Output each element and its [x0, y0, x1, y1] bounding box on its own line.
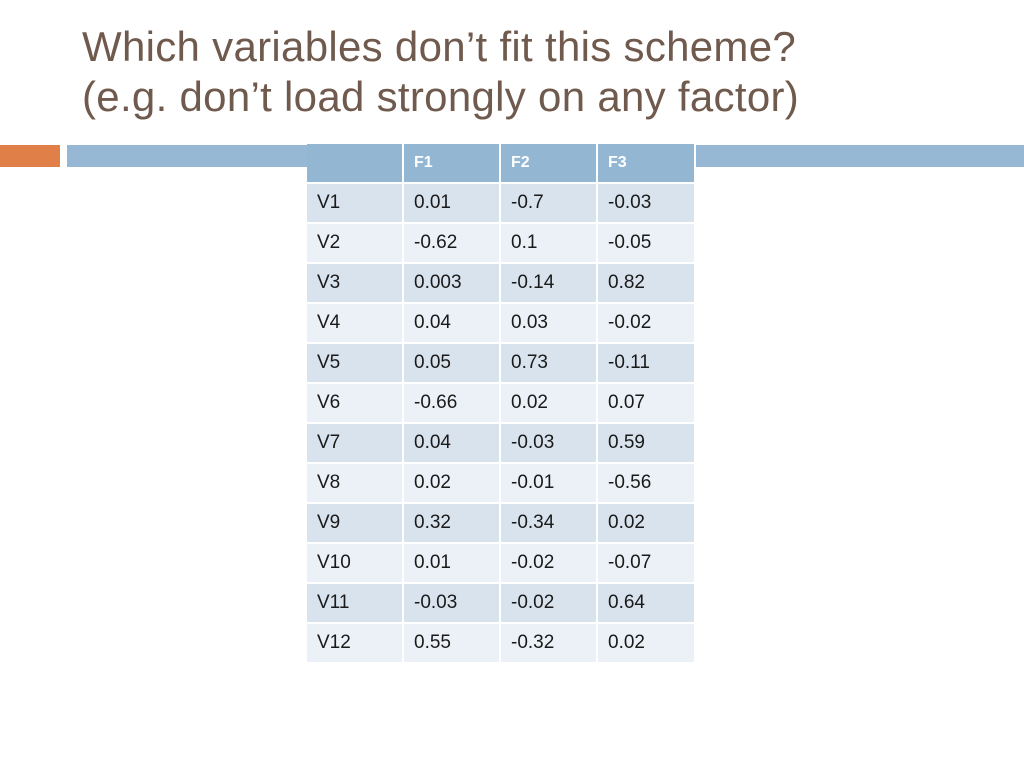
table-cell-variable: V11 — [307, 584, 404, 624]
header-cell-f3: F3 — [598, 144, 696, 184]
table-cell-f3: 0.07 — [598, 384, 696, 424]
table-cell-variable: V7 — [307, 424, 404, 464]
header-cell-blank — [307, 144, 404, 184]
table-cell-f3: 0.59 — [598, 424, 696, 464]
table-cell-f2: -0.01 — [501, 464, 598, 504]
table-cell-f2: 0.02 — [501, 384, 598, 424]
table-cell-f2: 0.73 — [501, 344, 598, 384]
table-row: V11 -0.03 -0.02 0.64 — [307, 584, 696, 624]
table-body: V1 0.01 -0.7 -0.03 V2 -0.62 0.1 -0.05 V3 0.003 -0.… — [307, 184, 696, 664]
table-row: V10 0.01 -0.02 -0.07 — [307, 544, 696, 584]
table-cell-f2: -0.03 — [501, 424, 598, 464]
table-cell-f2: -0.32 — [501, 624, 598, 664]
table-cell-f3: 0.02 — [598, 504, 696, 544]
header-cell-f1: F1 — [404, 144, 501, 184]
table-cell-f1: 0.01 — [404, 184, 501, 224]
table-cell-f3: 0.64 — [598, 584, 696, 624]
accent-bar-orange — [0, 145, 60, 167]
slide-title: Which variables don’t fit this scheme? (… — [82, 22, 1002, 122]
table-cell-f1: 0.32 — [404, 504, 501, 544]
table-cell-f1: -0.62 — [404, 224, 501, 264]
table-cell-f1: 0.05 — [404, 344, 501, 384]
table-cell-f3: -0.07 — [598, 544, 696, 584]
table-cell-f3: 0.02 — [598, 624, 696, 664]
table-cell-f3: 0.82 — [598, 264, 696, 304]
table-cell-variable: V12 — [307, 624, 404, 664]
table-cell-f2: -0.02 — [501, 584, 598, 624]
table-header-row: F1 F2 F3 — [307, 144, 696, 184]
table-cell-variable: V8 — [307, 464, 404, 504]
table-row: V8 0.02 -0.01 -0.56 — [307, 464, 696, 504]
table-row: V2 -0.62 0.1 -0.05 — [307, 224, 696, 264]
table-row: V4 0.04 0.03 -0.02 — [307, 304, 696, 344]
table-cell-f3: -0.11 — [598, 344, 696, 384]
title-line-2: (e.g. don’t load strongly on any factor) — [82, 73, 800, 120]
table-cell-f2: 0.1 — [501, 224, 598, 264]
table-cell-variable: V9 — [307, 504, 404, 544]
table-cell-f1: 0.02 — [404, 464, 501, 504]
table-row: V5 0.05 0.73 -0.11 — [307, 344, 696, 384]
table-row: V12 0.55 -0.32 0.02 — [307, 624, 696, 664]
table-cell-variable: V4 — [307, 304, 404, 344]
table-cell-f3: -0.03 — [598, 184, 696, 224]
table-cell-f2: -0.14 — [501, 264, 598, 304]
header-cell-f2: F2 — [501, 144, 598, 184]
table-cell-f1: 0.55 — [404, 624, 501, 664]
table-cell-f3: -0.05 — [598, 224, 696, 264]
table-row: V7 0.04 -0.03 0.59 — [307, 424, 696, 464]
table-cell-variable: V5 — [307, 344, 404, 384]
table-cell-f1: 0.01 — [404, 544, 501, 584]
table-cell-variable: V3 — [307, 264, 404, 304]
table-cell-f2: -0.34 — [501, 504, 598, 544]
table-cell-variable: V10 — [307, 544, 404, 584]
table-cell-variable: V2 — [307, 224, 404, 264]
table-row: V3 0.003 -0.14 0.82 — [307, 264, 696, 304]
table-cell-variable: V6 — [307, 384, 404, 424]
table-cell-f2: -0.7 — [501, 184, 598, 224]
table-cell-f2: -0.02 — [501, 544, 598, 584]
table-cell-f3: -0.56 — [598, 464, 696, 504]
table-cell-f1: 0.04 — [404, 304, 501, 344]
table-row: V9 0.32 -0.34 0.02 — [307, 504, 696, 544]
table-cell-variable: V1 — [307, 184, 404, 224]
table-cell-f3: -0.02 — [598, 304, 696, 344]
table-row: V1 0.01 -0.7 -0.03 — [307, 184, 696, 224]
table-cell-f1: -0.03 — [404, 584, 501, 624]
table-row: V6 -0.66 0.02 0.07 — [307, 384, 696, 424]
table-cell-f1: 0.003 — [404, 264, 501, 304]
table-cell-f1: 0.04 — [404, 424, 501, 464]
factor-loadings-table: F1 F2 F3 V1 0.01 -0.7 -0.03 V2 -0.62 0.1 -0.05 V… — [307, 144, 696, 664]
table-cell-f1: -0.66 — [404, 384, 501, 424]
table-cell-f2: 0.03 — [501, 304, 598, 344]
title-line-1: Which variables don’t fit this scheme? — [82, 23, 797, 70]
